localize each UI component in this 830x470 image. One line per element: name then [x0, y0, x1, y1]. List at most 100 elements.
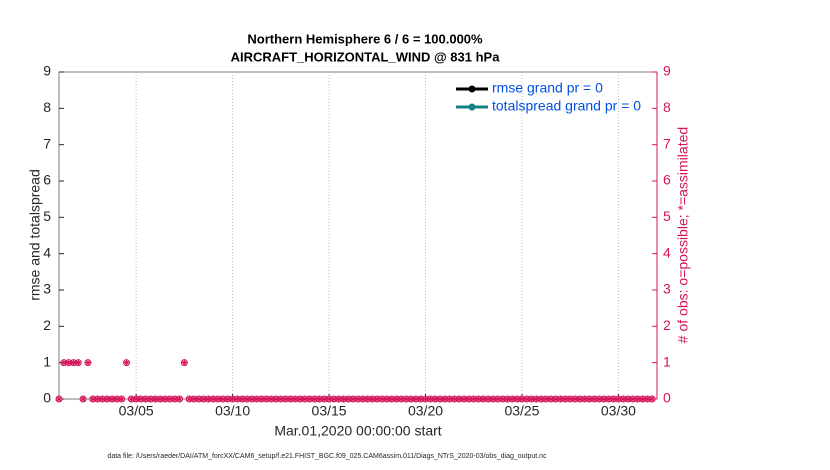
obs-marker	[470, 396, 477, 402]
obs-marker	[374, 396, 381, 402]
obs-marker	[162, 396, 169, 402]
obs-marker	[586, 396, 593, 402]
obs-marker	[239, 396, 246, 402]
obs-marker	[576, 396, 583, 402]
obs-marker	[80, 396, 87, 402]
obs-marker	[142, 396, 149, 402]
obs-marker	[234, 396, 241, 402]
obs-marker	[99, 396, 106, 402]
obs-marker	[398, 396, 405, 402]
obs-marker	[311, 396, 318, 402]
y-tick-label: 4	[43, 244, 51, 260]
obs-marker	[330, 396, 337, 402]
y-tick-label: 7	[43, 135, 51, 151]
obs-marker	[557, 396, 564, 402]
x-tick-label: 03/05	[119, 403, 154, 419]
obs-marker	[133, 396, 140, 402]
obs-marker	[562, 396, 569, 402]
obs-marker	[113, 396, 120, 402]
obs-marker	[263, 396, 270, 402]
obs-marker	[552, 396, 559, 402]
footnote: data file: /Users/raeder/DAI/ATM_forcXX/…	[107, 453, 547, 460]
y2-tick-label: 1	[663, 353, 671, 369]
obs-marker	[591, 396, 598, 402]
obs-marker	[446, 396, 453, 402]
y-axis-label: rmse and totalspread	[27, 169, 43, 301]
obs-marker	[75, 359, 82, 366]
obs-marker	[350, 396, 357, 402]
obs-marker	[195, 396, 202, 402]
obs-marker	[412, 396, 419, 402]
y2-axis-label: # of obs: o=possible; *=assimilated	[675, 127, 691, 343]
obs-marker	[393, 396, 400, 402]
obs-marker	[104, 396, 111, 402]
y2-tick-label: 9	[663, 63, 671, 79]
obs-marker	[128, 396, 135, 402]
obs-marker	[297, 396, 304, 402]
x-tick-label: 03/15	[312, 403, 347, 419]
obs-marker	[301, 396, 308, 402]
obs-marker	[465, 396, 472, 402]
obs-marker	[282, 396, 289, 402]
obs-marker	[56, 396, 62, 402]
obs-marker	[287, 396, 294, 402]
obs-marker	[321, 396, 328, 402]
y2-tick-label: 3	[663, 281, 671, 297]
obs-marker	[292, 396, 299, 402]
obs-marker	[316, 396, 323, 402]
obs-marker	[649, 396, 656, 402]
obs-marker	[475, 396, 482, 402]
obs-marker	[60, 359, 67, 366]
y-tick-label: 5	[43, 208, 51, 224]
obs-marker	[137, 396, 144, 402]
x-tick-label: 03/10	[215, 403, 250, 419]
x-tick-label: 03/20	[408, 403, 443, 419]
obs-marker	[253, 396, 260, 402]
obs-marker	[422, 396, 429, 402]
obs-marker	[200, 396, 207, 402]
chart-title: Northern Hemisphere 6 / 6 = 100.000%	[247, 31, 483, 46]
obs-marker	[625, 396, 632, 402]
obs-marker	[543, 396, 550, 402]
obs-marker	[567, 396, 574, 402]
y2-tick-label: 5	[663, 208, 671, 224]
y-tick-label: 3	[43, 281, 51, 297]
obs-marker	[523, 396, 530, 402]
obs-marker	[499, 396, 506, 402]
obs-marker	[109, 396, 116, 402]
obs-marker	[364, 396, 371, 402]
obs-marker	[600, 396, 607, 402]
obs-marker	[518, 396, 525, 402]
y-tick-label: 2	[43, 317, 51, 333]
obs-marker	[379, 396, 386, 402]
obs-marker	[388, 396, 395, 402]
obs-marker	[509, 396, 516, 402]
obs-marker	[572, 396, 579, 402]
obs-marker	[152, 396, 159, 402]
obs-marker	[176, 396, 183, 402]
obs-marker	[581, 396, 588, 402]
obs-marker	[355, 396, 361, 402]
y2-tick-label: 0	[663, 390, 671, 406]
obs-marker	[629, 396, 636, 402]
obs-marker	[70, 359, 77, 366]
obs-marker	[123, 359, 130, 366]
obs-marker	[157, 396, 164, 402]
y-tick-label: 0	[43, 390, 51, 406]
legend-label: totalspread grand pr = 0	[492, 98, 641, 114]
obs-marker	[268, 396, 275, 402]
obs-marker	[461, 396, 468, 402]
obs-marker	[171, 396, 178, 402]
obs-marker	[248, 396, 255, 402]
obs-marker	[306, 396, 313, 402]
obs-marker	[427, 396, 434, 402]
obs-marker	[620, 396, 627, 402]
obs-marker	[210, 396, 217, 402]
obs-marker	[605, 396, 612, 402]
obs-marker	[65, 359, 72, 366]
obs-marker	[340, 396, 347, 402]
obs-marker	[528, 396, 535, 402]
obs-marker	[369, 396, 376, 402]
obs-marker	[533, 396, 540, 402]
y2-tick-label: 4	[663, 244, 671, 260]
